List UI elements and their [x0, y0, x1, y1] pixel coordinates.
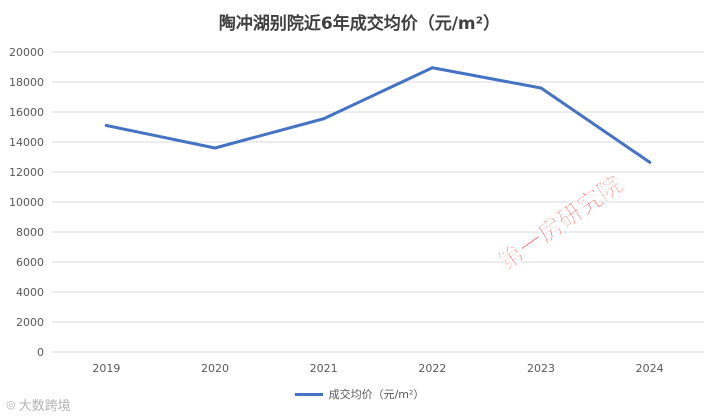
data-point: [539, 86, 543, 90]
series: [104, 66, 652, 164]
y-tick-label: 14000: [9, 136, 44, 149]
data-point: [430, 66, 434, 70]
eye-icon: ◎: [6, 398, 16, 411]
data-point: [104, 124, 108, 127]
y-tick-label: 2000: [16, 316, 44, 329]
legend: 成交均价（元/m²）: [0, 386, 719, 402]
y-tick-label: 18000: [9, 76, 44, 89]
y-tick-label: 6000: [16, 256, 44, 269]
data-point: [322, 117, 326, 121]
chart-title: 陶冲湖别院近6年成交均价（元/m²）: [218, 14, 501, 34]
data-point: [648, 160, 652, 164]
y-tick-label: 8000: [16, 226, 44, 239]
x-tick-label: 2023: [527, 362, 555, 375]
data-point: [213, 146, 217, 150]
legend-swatch: [294, 392, 323, 396]
x-tick-label: 2022: [418, 362, 446, 375]
y-tick-label: 12000: [9, 166, 44, 179]
watermark-corner-text: 大数跨境: [18, 399, 71, 414]
watermark-corner: ◎ 大数跨境: [6, 395, 71, 414]
x-tick-label: 2021: [310, 362, 338, 375]
x-axis: 2019 2020 2021 2022 2023 2024: [92, 362, 663, 375]
series-line: [104, 66, 652, 164]
y-tick-label: 0: [37, 346, 44, 359]
x-tick-label: 2019: [92, 362, 120, 375]
y-tick-label: 4000: [16, 286, 44, 299]
legend-label: 成交均价（元/m²）: [328, 388, 425, 401]
y-tick-label: 16000: [9, 106, 44, 119]
x-tick-label: 2024: [636, 362, 664, 375]
y-tick-label: 10000: [9, 196, 44, 209]
gridlines: [52, 51, 704, 353]
y-tick-label: 20000: [9, 46, 44, 59]
y-axis: 0 2000 4000 6000 8000 10000 12000 14000 16000 180…: [9, 46, 44, 359]
x-tick-label: 2020: [201, 362, 229, 375]
